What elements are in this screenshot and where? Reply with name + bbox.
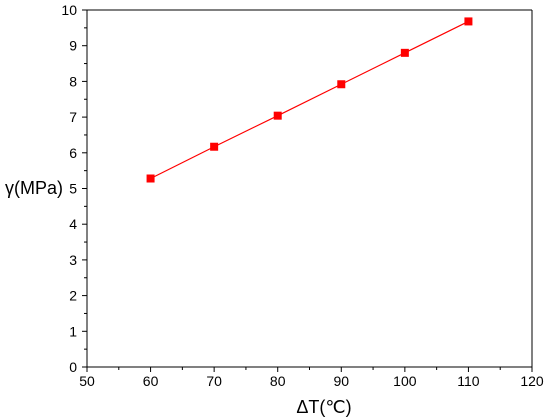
series: [146, 17, 473, 183]
data-point: [400, 48, 409, 57]
x-tick-label: 50: [79, 373, 95, 389]
y-tick-label: 9: [69, 38, 77, 54]
x-tick-label: 100: [393, 373, 417, 389]
data-point: [464, 17, 473, 26]
x-axis-title: ΔT(℃): [296, 397, 351, 417]
data-point: [337, 80, 346, 89]
y-tick-label: 6: [69, 145, 77, 161]
data-point: [210, 142, 219, 151]
y-tick-label: 2: [69, 288, 77, 304]
x-tick-label: 120: [520, 373, 544, 389]
y-tick-label: 3: [69, 252, 77, 268]
x-tick-label: 80: [270, 373, 286, 389]
y-tick-label: 5: [69, 181, 77, 197]
x-tick-label: 70: [206, 373, 222, 389]
y-tick-label: 7: [69, 109, 77, 125]
y-tick-label: 4: [69, 216, 77, 232]
y-axis-title: γ(MPa): [5, 178, 63, 198]
y-tick-label: 1: [69, 323, 77, 339]
y-tick-label: 0: [69, 359, 77, 375]
ticks: 50 60 70 80 90 100 110 120 0 1 2 3 4 5 6 7 8 9 10: [61, 2, 543, 389]
data-point: [273, 111, 282, 120]
x-tick-label: 110: [457, 373, 480, 389]
y-tick-label: 8: [69, 73, 77, 89]
x-tick-label: 60: [143, 373, 159, 389]
series-line: [150, 20, 469, 180]
axes: [86, 9, 533, 368]
data-point: [146, 174, 155, 183]
x-tick-label: 90: [333, 373, 349, 389]
y-tick-label: 10: [61, 2, 77, 18]
